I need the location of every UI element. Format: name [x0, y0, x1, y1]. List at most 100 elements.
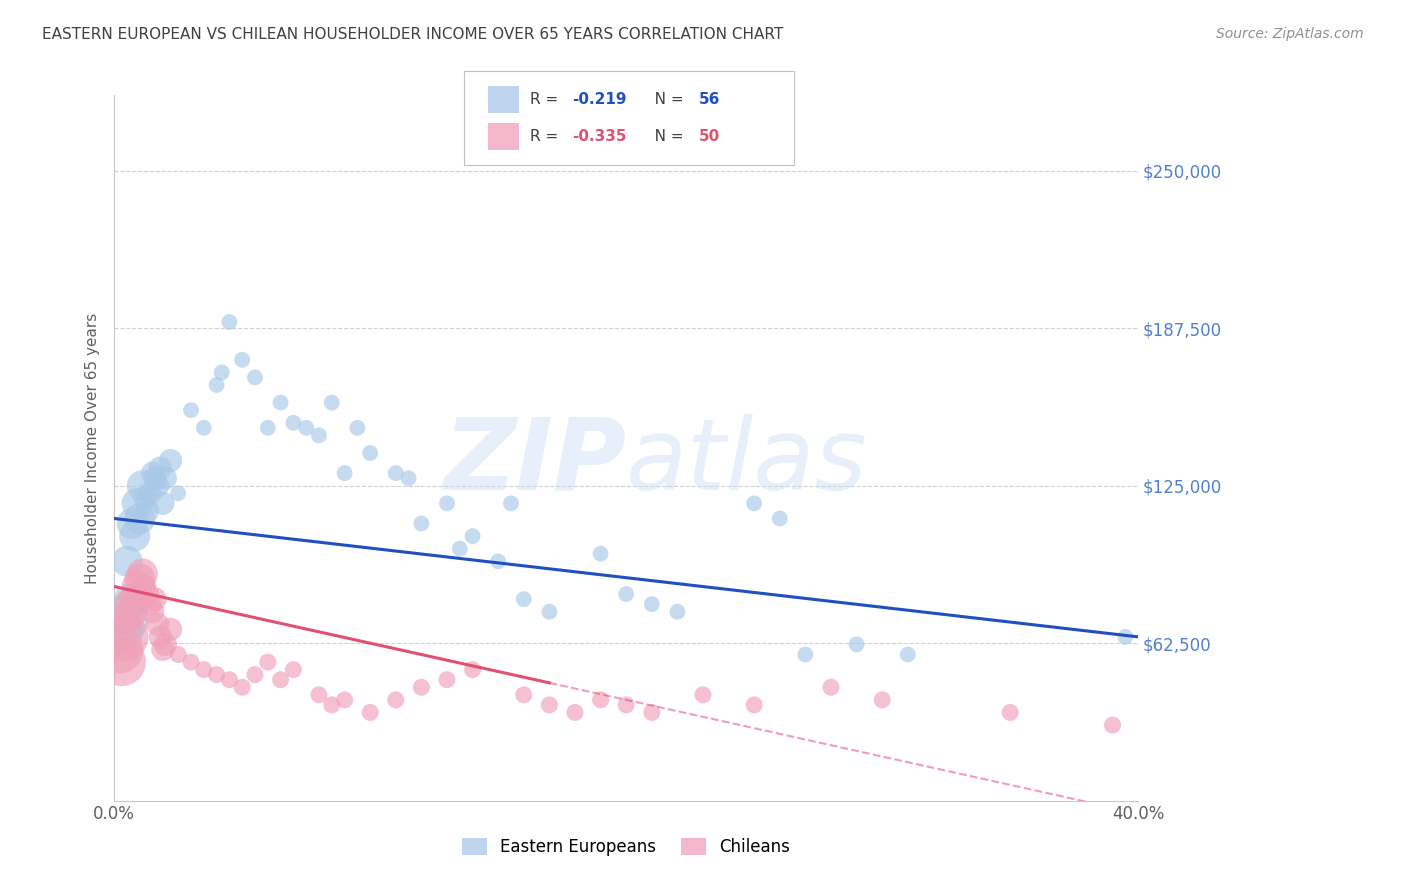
- Point: [127, 580, 149, 594]
- Point: [461, 663, 484, 677]
- Point: [641, 597, 664, 611]
- Point: [134, 580, 156, 594]
- Point: [139, 486, 162, 500]
- Point: [112, 630, 135, 644]
- Point: [136, 504, 159, 518]
- Point: [121, 516, 143, 531]
- Point: [461, 529, 484, 543]
- Point: [124, 592, 146, 607]
- Point: [136, 587, 159, 601]
- Point: [589, 693, 612, 707]
- Point: [256, 655, 278, 669]
- Point: [115, 554, 138, 568]
- Point: [152, 496, 174, 510]
- Point: [139, 597, 162, 611]
- Text: 50: 50: [699, 129, 720, 145]
- Point: [180, 403, 202, 417]
- Point: [359, 446, 381, 460]
- Point: [205, 667, 228, 681]
- Point: [436, 673, 458, 687]
- Point: [321, 698, 343, 712]
- Point: [333, 466, 356, 480]
- Point: [128, 572, 150, 586]
- Point: [128, 511, 150, 525]
- Point: [108, 642, 131, 657]
- Point: [111, 655, 134, 669]
- Point: [411, 516, 433, 531]
- Point: [243, 667, 266, 681]
- Point: [159, 623, 181, 637]
- Point: [124, 529, 146, 543]
- Point: [127, 496, 149, 510]
- Point: [564, 706, 586, 720]
- Point: [218, 673, 240, 687]
- Text: R =: R =: [530, 92, 564, 107]
- Point: [121, 605, 143, 619]
- Point: [614, 698, 637, 712]
- Point: [295, 421, 318, 435]
- Point: [211, 365, 233, 379]
- Point: [142, 605, 165, 619]
- Point: [384, 466, 406, 480]
- Point: [131, 479, 153, 493]
- Point: [108, 623, 131, 637]
- Point: [193, 421, 215, 435]
- Point: [742, 496, 765, 510]
- Point: [112, 612, 135, 626]
- Point: [1114, 630, 1136, 644]
- Point: [589, 547, 612, 561]
- Point: [998, 706, 1021, 720]
- Point: [149, 630, 172, 644]
- Point: [308, 428, 330, 442]
- Point: [346, 421, 368, 435]
- Point: [449, 541, 471, 556]
- Point: [283, 663, 305, 677]
- Point: [134, 491, 156, 506]
- Point: [143, 471, 166, 485]
- Text: 56: 56: [699, 92, 720, 107]
- Point: [794, 648, 817, 662]
- Point: [513, 688, 536, 702]
- Legend: Eastern Europeans, Chileans: Eastern Europeans, Chileans: [456, 831, 797, 863]
- Point: [155, 471, 177, 485]
- Point: [218, 315, 240, 329]
- Text: ZIP: ZIP: [443, 414, 626, 510]
- Point: [845, 637, 868, 651]
- Point: [146, 479, 169, 493]
- Point: [538, 698, 561, 712]
- Point: [155, 637, 177, 651]
- Point: [321, 395, 343, 409]
- Point: [270, 673, 292, 687]
- Point: [256, 421, 278, 435]
- Point: [359, 706, 381, 720]
- Text: -0.335: -0.335: [572, 129, 627, 145]
- Point: [614, 587, 637, 601]
- Point: [538, 605, 561, 619]
- Point: [143, 592, 166, 607]
- Point: [486, 554, 509, 568]
- Point: [243, 370, 266, 384]
- Point: [205, 378, 228, 392]
- Point: [159, 453, 181, 467]
- Point: [641, 706, 664, 720]
- Text: R =: R =: [530, 129, 564, 145]
- Point: [398, 471, 420, 485]
- Text: N =: N =: [640, 129, 688, 145]
- Point: [411, 680, 433, 694]
- Point: [231, 680, 253, 694]
- Point: [149, 461, 172, 475]
- Point: [115, 612, 138, 626]
- Point: [142, 466, 165, 480]
- Point: [180, 655, 202, 669]
- Point: [131, 566, 153, 581]
- Point: [820, 680, 842, 694]
- Point: [870, 693, 893, 707]
- Point: [384, 693, 406, 707]
- Point: [666, 605, 689, 619]
- Text: Source: ZipAtlas.com: Source: ZipAtlas.com: [1216, 27, 1364, 41]
- Point: [742, 698, 765, 712]
- Point: [146, 617, 169, 632]
- Point: [308, 688, 330, 702]
- Point: [152, 642, 174, 657]
- Point: [513, 592, 536, 607]
